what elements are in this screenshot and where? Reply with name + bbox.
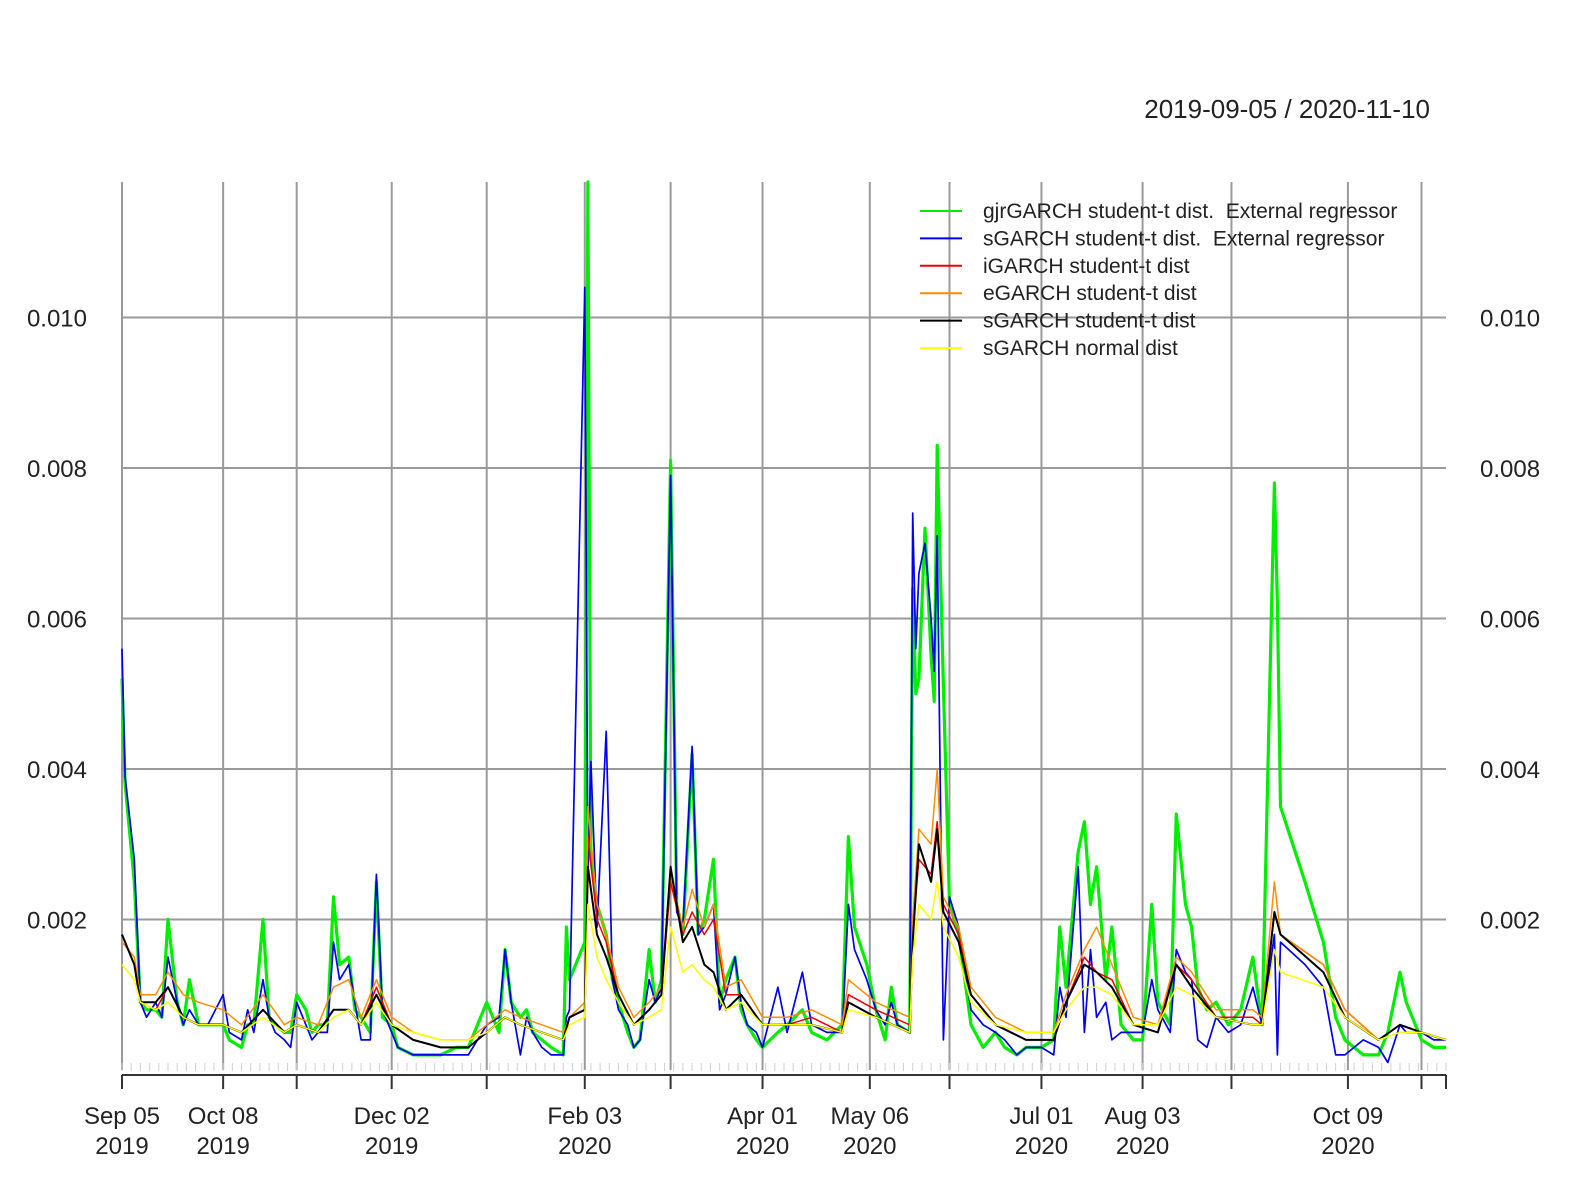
x-tick-label: May 06 — [830, 1103, 909, 1130]
grid — [121, 182, 1446, 1070]
x-tick-year: 2020 — [1321, 1133, 1374, 1160]
series-line-1 — [121, 286, 1446, 1064]
y-tick-label-left: 0.002 — [27, 907, 87, 934]
x-tick-label: Feb 03 — [547, 1103, 622, 1130]
y-tick-label-right: 0.002 — [1480, 907, 1540, 934]
x-tick-year: 2019 — [365, 1133, 418, 1160]
x-tick-label: Aug 03 — [1105, 1103, 1181, 1130]
x-tick-label: Oct 08 — [188, 1103, 259, 1130]
x-tick-year: 2020 — [736, 1133, 789, 1160]
x-tick-year: 2019 — [95, 1133, 148, 1160]
x-tick-label: Sep 05 — [84, 1103, 160, 1130]
legend-label-4: sGARCH student-t dist — [983, 310, 1196, 333]
x-tick-label: Dec 02 — [354, 1103, 430, 1130]
series-line-4 — [121, 828, 1447, 1049]
y-tick-label-right: 0.010 — [1480, 305, 1540, 332]
legend: gjrGARCH student-t dist. External regres… — [920, 200, 1397, 360]
y-tick-label-left: 0.006 — [27, 606, 87, 633]
x-tick-label: Jul 01 — [1009, 1103, 1073, 1130]
legend-label-0: gjrGARCH student-t dist. External regres… — [983, 200, 1397, 223]
series-line-0 — [120, 180, 1446, 1057]
series-lines — [120, 180, 1447, 1064]
x-tick-year: 2020 — [558, 1133, 611, 1160]
y-tick-label-left: 0.010 — [27, 305, 87, 332]
y-tick-label-right: 0.006 — [1480, 606, 1540, 633]
series-line-5 — [121, 881, 1447, 1041]
y-tick-label-left: 0.008 — [27, 456, 87, 483]
legend-label-2: iGARCH student-t dist — [983, 255, 1190, 278]
x-tick-year: 2020 — [1015, 1133, 1068, 1160]
legend-label-5: sGARCH normal dist — [983, 337, 1178, 360]
x-tick-year: 2020 — [1116, 1133, 1169, 1160]
date-range-label: 2019-09-05 / 2020-11-10 — [1144, 94, 1430, 124]
legend-label-1: sGARCH student-t dist. External regresso… — [983, 227, 1384, 250]
x-tick-year: 2019 — [196, 1133, 249, 1160]
series-line-3 — [121, 768, 1447, 1041]
y-tick-label-left: 0.004 — [27, 757, 87, 784]
y-tick-label-right: 0.008 — [1480, 456, 1540, 483]
x-tick-label: Oct 09 — [1313, 1103, 1384, 1130]
x-tick-year: 2020 — [843, 1133, 896, 1160]
y-tick-label-right: 0.004 — [1480, 757, 1540, 784]
x-tick-label: Apr 01 — [727, 1103, 798, 1130]
axes: 0.002 0.002 0.004 0.004 0.006 0.006 0.008 0.008… — [27, 305, 1540, 1160]
legend-label-3: eGARCH student-t dist — [983, 282, 1197, 305]
